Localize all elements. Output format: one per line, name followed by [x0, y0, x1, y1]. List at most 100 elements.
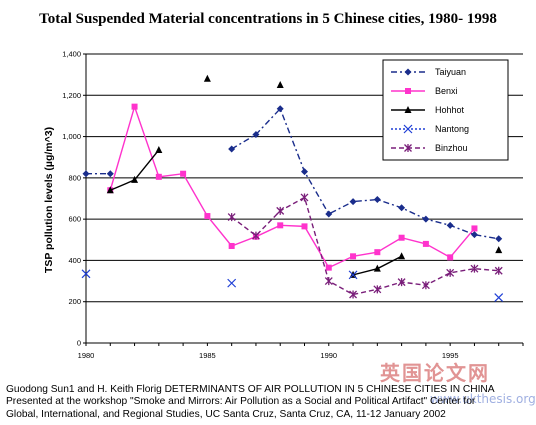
data-point [324, 277, 333, 286]
x-tick-label: 1990 [320, 351, 337, 360]
data-point [251, 231, 260, 240]
data-point [350, 253, 357, 260]
data-point [155, 145, 163, 153]
data-point [203, 74, 211, 82]
grid-lines [86, 53, 523, 303]
data-point [227, 213, 236, 222]
data-point [422, 240, 429, 247]
legend-label: Binzhou [435, 143, 468, 153]
axes [83, 53, 524, 346]
legend-item: Hohhot [391, 105, 465, 115]
series-line [231, 107, 499, 240]
legend-marker [404, 106, 412, 113]
data-point [373, 264, 381, 272]
caption-line-2: Presented at the workshop "Smoke and Mir… [6, 396, 476, 408]
x-tick-label: 1995 [442, 351, 459, 360]
legend-item: Nantong [391, 124, 469, 134]
series-line [231, 196, 499, 296]
y-tick-label: 600 [68, 215, 81, 224]
data-point [106, 170, 114, 178]
data-point [252, 131, 260, 139]
data-point [471, 225, 478, 232]
data-point [373, 196, 381, 204]
data-point [228, 145, 236, 153]
data-point [398, 252, 406, 260]
data-point [397, 278, 406, 287]
series-line [109, 104, 475, 269]
watermark: 英国论文网 [380, 361, 490, 385]
data-point [470, 264, 479, 273]
data-point [494, 266, 503, 275]
legend-label: Taiyuan [435, 67, 466, 77]
x-tick-labels: 1980 1985 1990 1995 [78, 351, 459, 360]
x-tick-label: 1985 [199, 351, 216, 360]
y-tick-label: 1,400 [62, 50, 81, 59]
legend-marker [405, 88, 411, 94]
series-layer [81, 74, 504, 303]
data-point [446, 268, 455, 277]
y-axis-label: TSP pollution levels (µg/m^3) [43, 127, 55, 273]
data-point [131, 175, 139, 183]
data-point [495, 246, 503, 254]
data-point [81, 269, 91, 279]
data-point [422, 215, 430, 223]
data-point [421, 281, 430, 290]
data-point [276, 105, 284, 113]
chart-title: Total Suspended Material concentrations … [39, 11, 497, 27]
data-point [155, 173, 162, 180]
y-tick-label: 800 [68, 173, 81, 182]
y-tick-label: 1,000 [62, 132, 81, 141]
data-point [325, 210, 333, 218]
data-point [82, 170, 90, 178]
data-point [374, 249, 381, 256]
legend-marker [404, 68, 412, 76]
data-point [277, 222, 284, 229]
y-tick-label: 400 [68, 256, 81, 265]
caption-line-1: Guodong Sun1 and H. Keith Florig DETERMI… [6, 384, 495, 395]
y-tick-label: 1,200 [62, 91, 81, 100]
legend-item: Binzhou [391, 143, 468, 153]
legend-label: Nantong [435, 124, 469, 134]
legend-marker [404, 144, 412, 152]
data-point [494, 293, 504, 303]
caption: Guodong Sun1 and H. Keith Florig DETERMI… [6, 384, 532, 421]
legend: Taiyuan Benxi Hohhot Nantong Binzhou [382, 59, 509, 161]
data-point [495, 235, 503, 243]
legend-item: Benxi [391, 86, 458, 96]
data-point [373, 285, 382, 294]
series-nantong [81, 269, 504, 303]
data-point [446, 221, 454, 229]
data-point [131, 103, 138, 110]
data-point [276, 206, 285, 215]
data-point [470, 231, 478, 239]
data-point [398, 234, 405, 241]
y-tick-labels: 0 200 400 600 800 1,000 1,200 1,400 [62, 50, 81, 348]
series-taiyuan [82, 105, 503, 243]
data-point [447, 254, 454, 261]
watermark-url: www.ukthesis.org [430, 392, 536, 406]
legend-label: Hohhot [435, 105, 465, 115]
data-point [325, 264, 332, 271]
data-point [301, 168, 308, 176]
data-point [349, 290, 358, 299]
data-point [348, 270, 358, 280]
y-tick-label: 200 [68, 297, 81, 306]
series-benxi [107, 103, 478, 271]
x-tick-label: 1980 [78, 351, 95, 360]
series-hohhot [106, 74, 503, 278]
data-point [276, 80, 284, 88]
data-point [300, 193, 309, 202]
data-point [349, 198, 357, 206]
data-point [180, 170, 187, 177]
data-point [227, 278, 237, 288]
legend-marker [403, 124, 413, 134]
legend-item: Taiyuan [391, 67, 466, 77]
legend-label: Benxi [435, 86, 458, 96]
caption-line-3: Global, International, and Regional Stud… [6, 408, 446, 420]
data-point [228, 242, 235, 249]
data-point [204, 213, 211, 220]
data-point [301, 223, 308, 230]
data-point [398, 204, 406, 212]
data-point [106, 186, 114, 194]
